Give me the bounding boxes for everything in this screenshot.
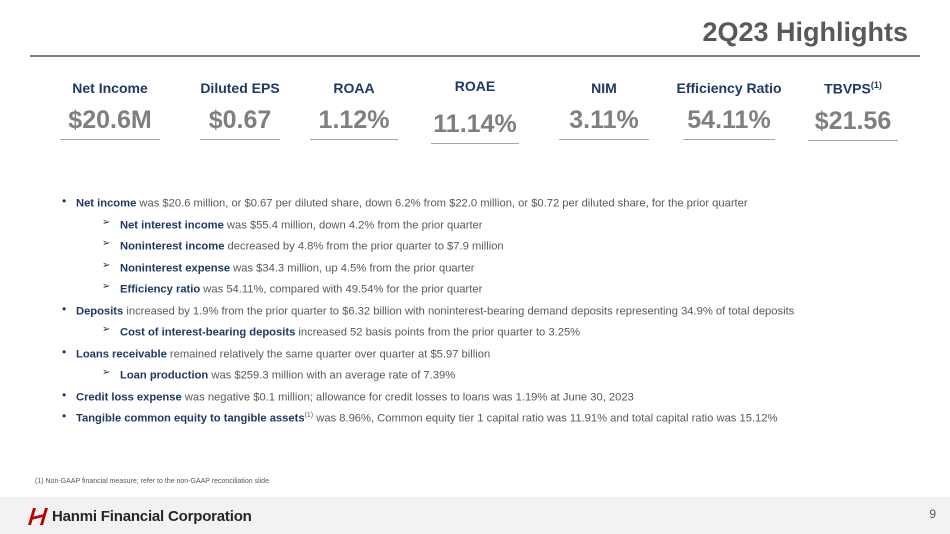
arrow-bullet-icon: ➢ [102, 216, 111, 228]
hanmi-logo-icon [28, 508, 48, 525]
kpi-label: Diluted EPS [200, 80, 280, 96]
list-item: • Tangible common equity to tangible asse… [62, 409, 778, 425]
kpi-label: ROAA [333, 80, 375, 96]
kpi-nim: NIM 3.11% [558, 80, 650, 140]
arrow-bullet-icon: ➢ [102, 259, 111, 271]
kpi-label: Net Income [72, 80, 148, 96]
title-divider [30, 55, 920, 57]
kpi-value: $20.6M [68, 106, 152, 134]
kpi-tbvps: TBVPS(1) $21.56 [806, 80, 900, 141]
kpi-label: NIM [591, 80, 617, 96]
list-item: • Loans receivable remained relatively th… [62, 344, 491, 361]
company-name: Hanmi Financial Corporation [52, 507, 252, 525]
kpi-underline [808, 139, 898, 141]
kpi-diluted-eps: Diluted EPS $0.67 [190, 80, 290, 140]
kpi-label: Efficiency Ratio [676, 80, 782, 96]
kpi-value: $21.56 [814, 106, 892, 135]
kpi-underline [60, 139, 160, 140]
list-item: ➢ Efficiency ratio was 54.11%, compared w… [102, 281, 483, 296]
kpi-efficiency-ratio: Efficiency Ratio 54.11% [664, 80, 794, 140]
kpi-value: 54.11% [687, 106, 771, 134]
bullet-dot-icon: • [62, 387, 67, 402]
arrow-bullet-icon: ➢ [102, 281, 111, 292]
kpi-roae: ROAE 11.14% [428, 78, 522, 144]
footnote: (1) Non-GAAP financial measure; refer to… [35, 478, 269, 485]
kpi-label-sup: (1) [870, 80, 882, 90]
list-item: ➢ Noninterest expense was $34.3 million, … [102, 259, 475, 275]
kpi-value: 1.12% [318, 106, 390, 134]
footer-bar: Hanmi Financial Corporation 9 [0, 497, 950, 534]
kpi-net-income: Net Income $20.6M [60, 80, 160, 140]
arrow-bullet-icon: ➢ [102, 324, 111, 335]
kpi-value: $0.67 [208, 106, 272, 134]
kpi-label: TBVPS [824, 80, 871, 97]
kpi-roaa: ROAA 1.12% [308, 80, 400, 140]
highlights-list: • Net income was $20.6 million, or $0.67 … [62, 193, 922, 430]
list-item: ➢ Cost of interest-bearing deposits incre… [102, 324, 581, 339]
kpi-value: 11.14% [433, 110, 517, 138]
bullet-dot-icon: • [62, 194, 67, 208]
page-number: 9 [929, 507, 936, 521]
bullet-dot-icon: • [62, 344, 67, 359]
bullet-dot-icon: • [62, 301, 67, 316]
kpi-underline [683, 139, 775, 140]
bullet-dot-icon: • [62, 409, 67, 423]
kpi-underline [559, 139, 649, 140]
company-logo: Hanmi Financial Corporation [28, 506, 252, 526]
kpi-label: ROAE [454, 78, 496, 94]
arrow-bullet-icon: ➢ [102, 238, 111, 249]
list-item: • Deposits increased by 1.9% from the pri… [62, 301, 795, 318]
list-item: ➢ Loan production was $259.3 million with… [102, 367, 456, 382]
list-item: • Credit loss expense was negative $0.1 m… [62, 387, 634, 404]
kpi-underline [431, 143, 519, 144]
kpi-underline [200, 139, 280, 140]
kpi-underline [310, 139, 398, 140]
kpi-value: 3.11% [569, 106, 639, 134]
list-item: ➢ Net interest income was $55.4 million, … [102, 216, 483, 232]
arrow-bullet-icon: ➢ [102, 367, 111, 378]
page-title: 2Q23 Highlights [702, 17, 908, 47]
list-item: ➢ Noninterest income decreased by 4.8% fr… [102, 238, 504, 253]
list-item: • Net income was $20.6 million, or $0.67 … [62, 194, 748, 210]
